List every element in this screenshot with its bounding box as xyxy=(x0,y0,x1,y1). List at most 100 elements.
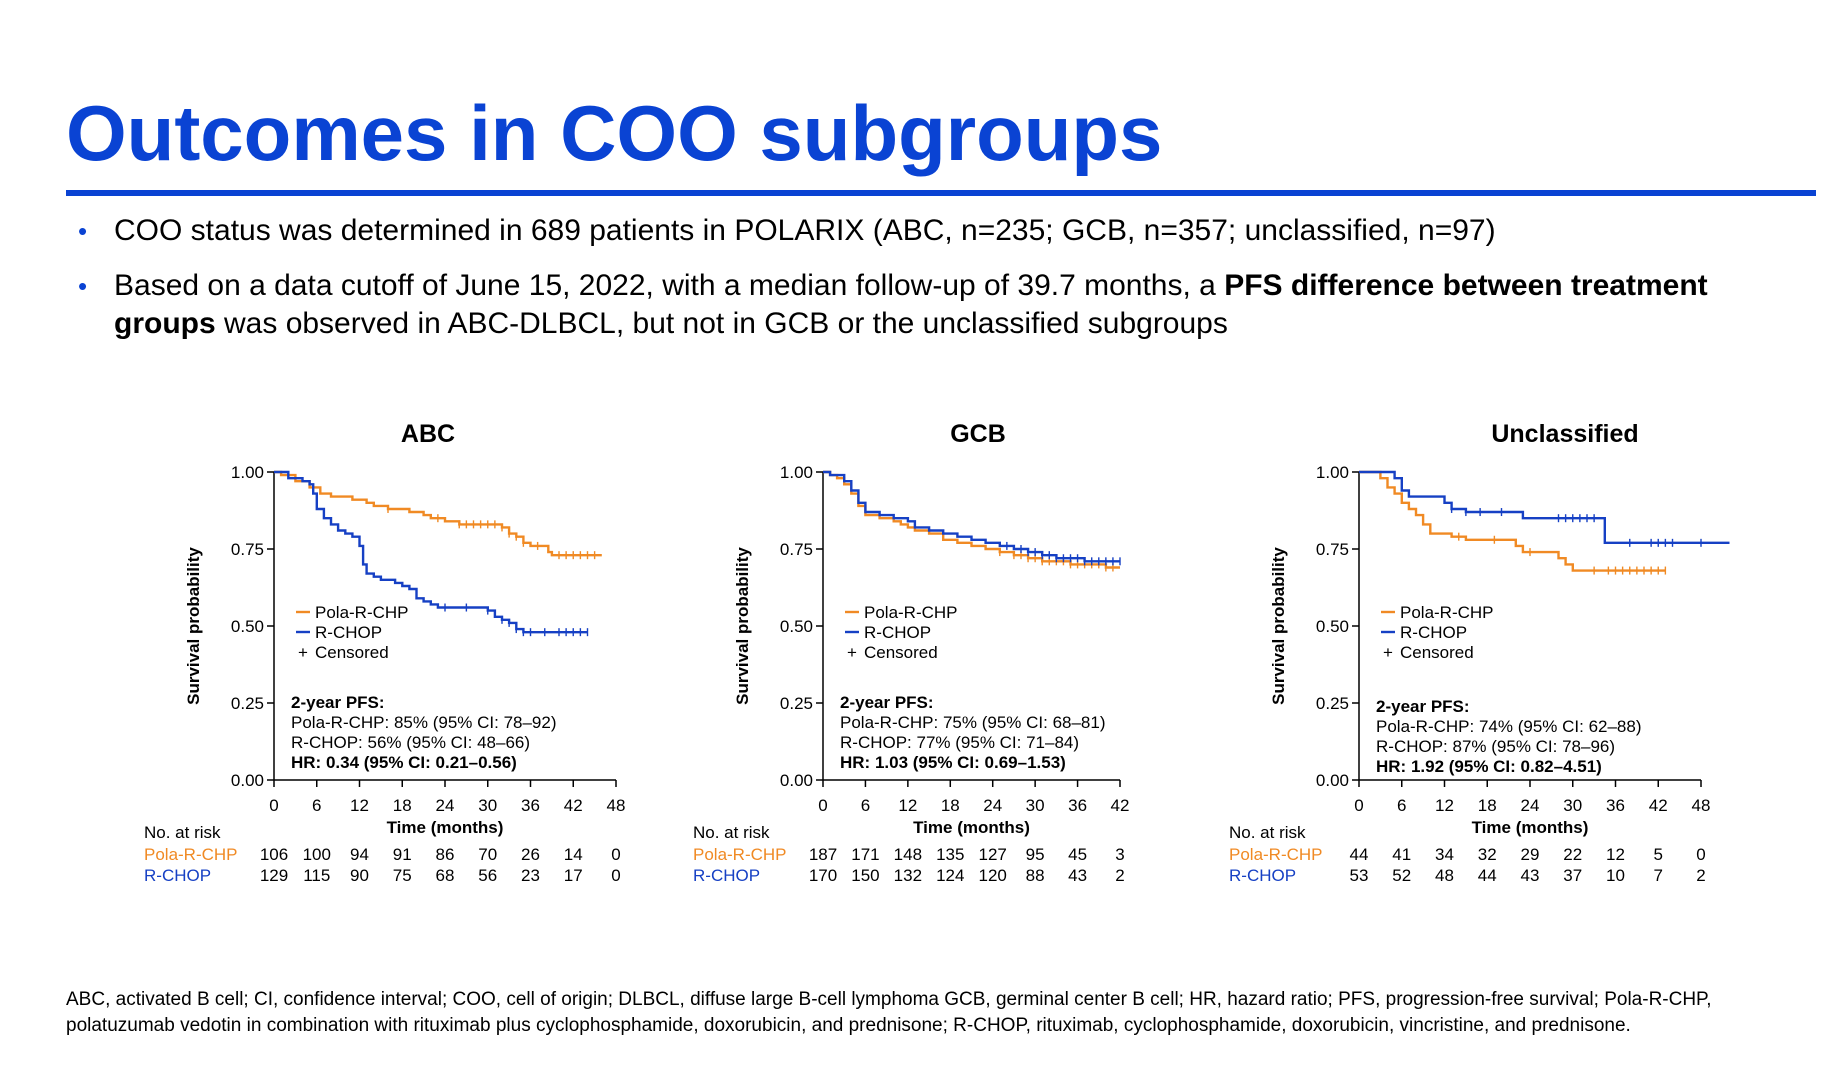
risk-value-r-chop: 2 xyxy=(1115,866,1124,885)
x-tick-label: 30 xyxy=(478,796,497,815)
x-tick-label: 30 xyxy=(1563,796,1582,815)
x-tick-label: 18 xyxy=(1478,796,1497,815)
x-axis-label: Time (months) xyxy=(387,818,504,837)
y-tick-label: 1.00 xyxy=(1316,463,1349,482)
y-tick-label: 1.00 xyxy=(780,463,813,482)
km-curve-r-chop xyxy=(1359,470,1730,544)
km-curve-pola-r-chp xyxy=(274,470,602,557)
x-tick-label: 18 xyxy=(393,796,412,815)
risk-value-pola-r-chp: 32 xyxy=(1478,845,1497,864)
legend-label-censored: Censored xyxy=(1400,643,1474,662)
risk-value-r-chop: 68 xyxy=(436,866,455,885)
risk-value-r-chop: 124 xyxy=(936,866,964,885)
legend-label-r-chop: R-CHOP xyxy=(864,623,931,642)
legend-label-censored: Censored xyxy=(864,643,938,662)
risk-value-pola-r-chp: 135 xyxy=(936,845,964,864)
x-tick-label: 6 xyxy=(1397,796,1406,815)
risk-value-pola-r-chp: 45 xyxy=(1068,845,1087,864)
km-curve-pola-r-chp xyxy=(1359,470,1666,572)
y-tick-label: 0.25 xyxy=(231,694,264,713)
hazard-ratio: HR: 1.03 (95% CI: 0.69–1.53) xyxy=(840,753,1066,772)
bullet-item-1: • COO status was determined in 689 patie… xyxy=(78,212,1778,250)
risk-value-pola-r-chp: 171 xyxy=(851,845,879,864)
legend-censor-symbol: + xyxy=(298,643,308,662)
legend-label-pola-r-chp: Pola-R-CHP xyxy=(315,603,409,622)
risk-value-r-chop: 17 xyxy=(564,866,583,885)
risk-value-pola-r-chp: 0 xyxy=(1696,845,1705,864)
x-tick-label: 36 xyxy=(1068,796,1087,815)
x-tick-label: 24 xyxy=(436,796,455,815)
risk-value-pola-r-chp: 22 xyxy=(1563,845,1582,864)
x-tick-label: 36 xyxy=(521,796,540,815)
x-axis-label: Time (months) xyxy=(1472,818,1589,837)
pfs-pola-r-chp: Pola-R-CHP: 75% (95% CI: 68–81) xyxy=(840,713,1106,732)
risk-row-label-pola-r-chp: Pola-R-CHP xyxy=(693,845,787,864)
y-axis-label: Survival probability xyxy=(733,547,752,705)
risk-row-label-pola-r-chp: Pola-R-CHP xyxy=(1229,845,1323,864)
footnote: ABC, activated B cell; CI, confidence in… xyxy=(66,989,1712,1036)
pfs-heading: 2-year PFS: xyxy=(840,693,934,712)
risk-value-pola-r-chp: 41 xyxy=(1392,845,1411,864)
risk-row-label-r-chop: R-CHOP xyxy=(144,866,211,885)
risk-value-pola-r-chp: 29 xyxy=(1521,845,1540,864)
risk-table-header: No. at risk xyxy=(693,823,770,842)
bullet-item-2: • Based on a data cutoff of June 15, 202… xyxy=(78,267,1778,343)
risk-value-r-chop: 10 xyxy=(1606,866,1625,885)
x-tick-label: 0 xyxy=(269,796,278,815)
x-tick-label: 24 xyxy=(983,796,1002,815)
risk-value-r-chop: 132 xyxy=(894,866,922,885)
chart-title: GCB xyxy=(950,420,1006,448)
risk-value-pola-r-chp: 44 xyxy=(1350,845,1369,864)
x-tick-label: 36 xyxy=(1606,796,1625,815)
x-tick-label: 12 xyxy=(350,796,369,815)
risk-value-r-chop: 115 xyxy=(303,866,330,885)
risk-value-pola-r-chp: 91 xyxy=(393,845,412,864)
x-tick-label: 18 xyxy=(941,796,960,815)
risk-value-r-chop: 48 xyxy=(1435,866,1454,885)
y-tick-label: 0.25 xyxy=(1316,694,1349,713)
pfs-pola-r-chp: Pola-R-CHP: 85% (95% CI: 78–92) xyxy=(291,713,557,732)
x-tick-label: 6 xyxy=(861,796,870,815)
y-tick-label: 0.50 xyxy=(1316,617,1349,636)
risk-value-r-chop: 90 xyxy=(350,866,369,885)
risk-value-pola-r-chp: 127 xyxy=(979,845,1007,864)
y-tick-label: 0.00 xyxy=(780,771,813,790)
risk-value-pola-r-chp: 95 xyxy=(1026,845,1045,864)
risk-value-pola-r-chp: 148 xyxy=(894,845,922,864)
km-curve-r-chop xyxy=(274,470,588,634)
risk-row-label-pola-r-chp: Pola-R-CHP xyxy=(144,845,238,864)
legend-censor-symbol: + xyxy=(1383,643,1393,662)
risk-value-r-chop: 23 xyxy=(521,866,540,885)
risk-value-r-chop: 52 xyxy=(1392,866,1411,885)
chart-title: ABC xyxy=(401,420,455,448)
page-title: Outcomes in COO subgroups xyxy=(66,89,1163,177)
km-curve-pola-r-chp xyxy=(823,470,1120,569)
x-tick-label: 6 xyxy=(312,796,321,815)
km-charts-area: ABC 0.00 0.25 0.50 0.75 1.00 0 6 12 18 24 30 36 42 48 T… xyxy=(0,400,1831,920)
risk-value-pola-r-chp: 94 xyxy=(350,845,369,864)
x-tick-label: 12 xyxy=(1435,796,1454,815)
chart-title: Unclassified xyxy=(1491,420,1638,448)
risk-row-label-r-chop: R-CHOP xyxy=(693,866,760,885)
risk-value-pola-r-chp: 187 xyxy=(809,845,837,864)
risk-value-pola-r-chp: 106 xyxy=(260,845,288,864)
x-tick-label: 30 xyxy=(1026,796,1045,815)
y-tick-label: 0.75 xyxy=(231,540,264,559)
risk-value-pola-r-chp: 70 xyxy=(478,845,497,864)
y-tick-label: 0.50 xyxy=(231,617,264,636)
pfs-pola-r-chp: Pola-R-CHP: 74% (95% CI: 62–88) xyxy=(1376,717,1642,736)
pfs-r-chop: R-CHOP: 77% (95% CI: 71–84) xyxy=(840,733,1079,752)
km-chart-abc: ABC 0.00 0.25 0.50 0.75 1.00 0 6 12 18 24 30 36 42 48 T… xyxy=(144,420,625,885)
risk-value-r-chop: 7 xyxy=(1654,866,1663,885)
risk-table-header: No. at risk xyxy=(1229,823,1306,842)
risk-value-r-chop: 129 xyxy=(260,866,288,885)
risk-value-r-chop: 37 xyxy=(1563,866,1582,885)
risk-value-pola-r-chp: 26 xyxy=(521,845,540,864)
y-tick-label: 0.50 xyxy=(780,617,813,636)
bullet-marker: • xyxy=(78,271,88,301)
pfs-r-chop: R-CHOP: 87% (95% CI: 78–96) xyxy=(1376,737,1615,756)
risk-value-r-chop: 170 xyxy=(809,866,837,885)
bullet-2-text-bold: PFS difference between treatment groups xyxy=(114,269,1708,340)
hazard-ratio: HR: 1.92 (95% CI: 0.82–4.51) xyxy=(1376,757,1602,776)
